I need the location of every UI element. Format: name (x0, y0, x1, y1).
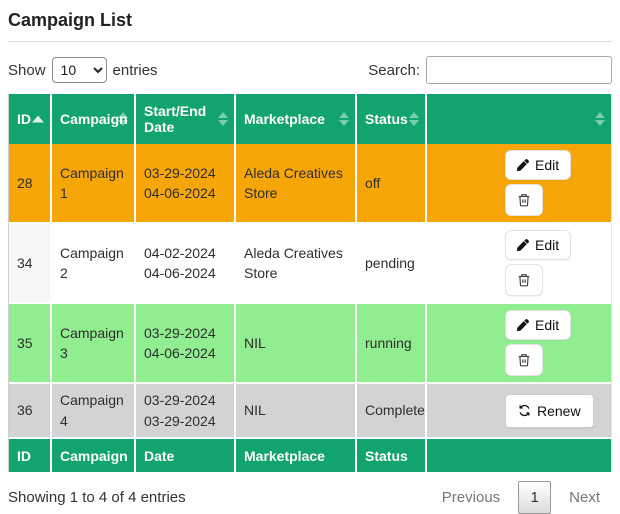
renew-button[interactable]: Renew (505, 393, 594, 428)
refresh-icon (518, 404, 531, 417)
cell-date: 04-02-2024 04-06-2024 (136, 224, 236, 304)
pencil-icon (517, 159, 529, 171)
sort-both-icon (339, 112, 349, 126)
column-header-date[interactable]: Start/End Date (136, 94, 236, 144)
cell-status: Complete (357, 384, 427, 439)
table-bottom-bar: Showing 1 to 4 of 4 entries Previous 1 N… (8, 481, 612, 514)
cell-marketplace: NIL (236, 384, 357, 439)
column-header-marketplace[interactable]: Marketplace (236, 94, 357, 144)
cell-marketplace: Aleda Creatives Store (236, 224, 357, 304)
pencil-icon (517, 239, 529, 251)
cell-campaign: Campaign 1 (52, 144, 136, 224)
cell-id: 36 (9, 384, 52, 439)
cell-campaign: Campaign 4 (52, 384, 136, 439)
page-title: Campaign List (8, 10, 133, 30)
sort-both-icon (409, 112, 419, 126)
cell-actions: Renew (427, 384, 611, 439)
campaign-table: ID Campaign Start/End Date Marketplace S… (8, 94, 612, 472)
sort-both-icon (118, 112, 128, 126)
cell-actions: Edit (427, 224, 611, 304)
cell-date: 03-29-2024 04-06-2024 (136, 144, 236, 224)
footer-status: Status (357, 439, 427, 472)
table-row-campaign-2: 34 Campaign 2 04-02-2024 04-06-2024 Aled… (9, 224, 611, 304)
delete-button[interactable] (505, 344, 543, 376)
cell-date: 03-29-2024 04-06-2024 (136, 304, 236, 384)
cell-status: running (357, 304, 427, 384)
pagination: Previous 1 Next (430, 481, 612, 514)
cell-status: off (357, 144, 427, 224)
search-input[interactable] (426, 56, 612, 84)
footer-actions (427, 439, 611, 472)
pencil-icon (517, 319, 529, 331)
divider (8, 41, 612, 42)
footer-date: Date (136, 439, 236, 472)
cell-actions: Edit (427, 144, 611, 224)
cell-date: 03-29-2024 03-29-2024 (136, 384, 236, 439)
cell-marketplace: Aleda Creatives Store (236, 144, 357, 224)
show-label: Show (8, 61, 46, 79)
footer-marketplace: Marketplace (236, 439, 357, 472)
entries-suffix-label: entries (112, 61, 158, 79)
cell-id: 34 (9, 224, 52, 304)
column-header-id[interactable]: ID (9, 94, 52, 144)
sort-asc-icon (32, 115, 44, 123)
table-row-campaign-4: 36 Campaign 4 03-29-2024 03-29-2024 NIL … (9, 384, 611, 439)
cell-id: 28 (9, 144, 52, 224)
column-header-status[interactable]: Status (357, 94, 427, 144)
edit-button[interactable]: Edit (505, 310, 572, 340)
trash-icon (517, 273, 531, 287)
cell-marketplace: NIL (236, 304, 357, 384)
trash-icon (517, 353, 531, 367)
search-control: Search: (368, 56, 612, 84)
next-button[interactable]: Next (569, 489, 600, 506)
page-1-button[interactable]: 1 (518, 481, 552, 514)
table-header-row: ID Campaign Start/End Date Marketplace S… (9, 94, 611, 144)
column-header-actions[interactable] (427, 94, 611, 144)
column-header-campaign[interactable]: Campaign (52, 94, 136, 144)
table-controls: Show 10 entries Search: (8, 56, 612, 84)
cell-campaign: Campaign 3 (52, 304, 136, 384)
table-info: Showing 1 to 4 of 4 entries (8, 489, 186, 506)
footer-campaign: Campaign (52, 439, 136, 472)
cell-status: pending (357, 224, 427, 304)
footer-id: ID (9, 439, 52, 472)
cell-actions: Edit (427, 304, 611, 384)
previous-button[interactable]: Previous (441, 489, 501, 506)
edit-button[interactable]: Edit (505, 150, 572, 180)
table-row-campaign-1: 28 Campaign 1 03-29-2024 04-06-2024 Aled… (9, 144, 611, 224)
campaign-list-page: Campaign List Show 10 entries Search: ID (8, 10, 612, 514)
cell-campaign: Campaign 2 (52, 224, 136, 304)
sort-both-icon (218, 112, 228, 126)
edit-button[interactable]: Edit (505, 230, 572, 260)
trash-icon (517, 193, 531, 207)
delete-button[interactable] (505, 264, 543, 296)
entries-select[interactable]: 10 (51, 57, 107, 83)
table-row-campaign-3: 35 Campaign 3 03-29-2024 04-06-2024 NIL … (9, 304, 611, 384)
entries-length-control: Show 10 entries (8, 57, 158, 83)
search-label: Search: (368, 61, 420, 79)
table-footer-row: ID Campaign Date Marketplace Status (9, 439, 611, 472)
cell-id: 35 (9, 304, 52, 384)
delete-button[interactable] (505, 184, 543, 216)
sort-both-icon (595, 112, 605, 126)
